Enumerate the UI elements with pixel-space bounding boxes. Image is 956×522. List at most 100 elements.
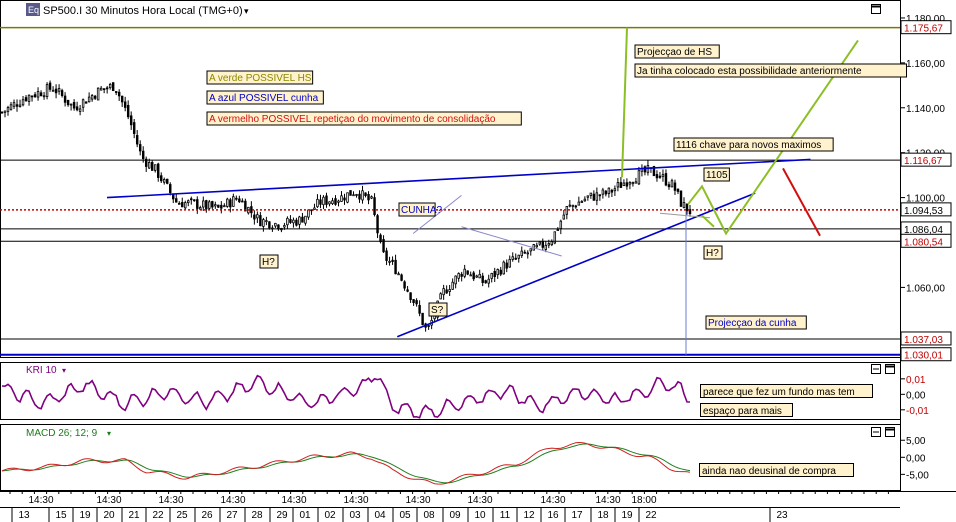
kri-maximize-icon[interactable] <box>885 364 895 374</box>
date-label: 02 <box>324 510 336 521</box>
candle-up <box>529 248 532 252</box>
candle-up <box>538 241 542 245</box>
kri-dropdown-icon[interactable]: ▾ <box>62 366 66 375</box>
kri-title[interactable]: KRI 10 <box>26 365 57 376</box>
kri-series <box>1 374 691 419</box>
candle-down <box>289 219 292 223</box>
price-tick-label: 1.160,00 <box>906 59 945 70</box>
candle-down <box>60 90 64 96</box>
candle-up <box>328 201 331 205</box>
hs-small-path <box>701 214 715 228</box>
candle-down <box>625 182 629 187</box>
candle-down <box>102 88 106 91</box>
candle-down <box>54 88 58 94</box>
candle-down <box>406 289 409 292</box>
price-tag: 1.116,67 <box>904 156 943 167</box>
macd-dropdown-icon[interactable]: ▾ <box>107 429 111 438</box>
candle-down <box>84 101 88 104</box>
candle-down <box>664 173 668 186</box>
candle-up <box>616 182 620 188</box>
kri-note-line-1: parece que fez um fundo mas tem <box>703 387 855 398</box>
candle-up <box>298 216 301 225</box>
app-logo-text: Eq <box>28 5 39 15</box>
candle-up <box>520 250 523 257</box>
candle-up <box>607 187 611 194</box>
hs-projected-path <box>687 39 859 236</box>
candle-up <box>81 99 85 108</box>
macd-signal-line <box>1 443 691 484</box>
candle-down <box>676 188 680 192</box>
chart-title[interactable]: SP500.I 30 Minutos Hora Local (TMG+0) <box>43 5 243 17</box>
candle-down <box>385 250 388 261</box>
candle-up <box>457 273 460 279</box>
cunha-pointer-2 <box>461 226 562 257</box>
candle-down <box>48 82 52 90</box>
candle-up <box>346 192 349 203</box>
price-tick-label: 1.100,00 <box>906 194 945 205</box>
price-tag-box <box>900 331 952 346</box>
candle-up <box>340 195 343 202</box>
candle-up <box>304 215 307 224</box>
consolidation-projection <box>782 167 821 237</box>
price-tag-box <box>900 152 952 167</box>
annotation-box-h-left <box>259 254 279 269</box>
candle-up <box>601 189 605 195</box>
candle-down <box>30 95 34 98</box>
candle-up <box>286 217 289 226</box>
candle-up <box>316 198 319 208</box>
candle-up <box>331 200 334 205</box>
annotation-legend-verde: A verde POSSIVEL HS <box>209 73 312 84</box>
candle-up <box>27 94 31 102</box>
candle-up <box>448 289 451 292</box>
candle-down <box>394 259 397 275</box>
candle-down <box>169 184 172 193</box>
macd-title[interactable]: MACD 26; 12; 9 <box>26 428 98 439</box>
candle-up <box>478 273 481 279</box>
date-label: 19 <box>621 510 633 521</box>
time-label: 14:30 <box>540 495 565 506</box>
date-label: 10 <box>474 510 486 521</box>
date-label: 15 <box>55 510 67 521</box>
kri-note-box-2 <box>700 403 793 417</box>
candle-down <box>253 214 256 220</box>
candle-down <box>172 194 175 200</box>
candle-up <box>208 201 211 209</box>
candle-down <box>160 175 163 182</box>
time-label: 18:00 <box>631 495 656 506</box>
macd-axis: 5,00 0,00 -5,00 <box>900 436 929 481</box>
annotation-box-s-center <box>428 302 448 317</box>
macd-maximize-icon[interactable] <box>885 427 895 437</box>
candle-up <box>307 209 310 218</box>
hs-projection-line <box>621 27 628 178</box>
candle-down <box>673 182 677 191</box>
annotation-box-legend-vermelho <box>206 111 522 126</box>
candle-up <box>511 256 514 260</box>
kri-panel: KRI 10 ▾ 0,01 0,00 -0,01 parece que fez um… <box>1 364 929 419</box>
candle-down <box>598 194 602 197</box>
candle-down <box>268 221 271 229</box>
candle-down <box>63 95 67 103</box>
candle-down <box>211 201 214 208</box>
candle-down <box>403 281 406 289</box>
date-label: 17 <box>571 510 583 521</box>
maximize-icon[interactable] <box>871 4 881 14</box>
candle-down <box>220 204 223 209</box>
candle-up <box>45 84 49 97</box>
annotation-label-1105: 1105 <box>706 170 728 181</box>
kri-axis: 0,01 0,00 -0,01 <box>900 375 929 417</box>
annotation-cunha: CUNHA? <box>401 205 443 216</box>
candle-down <box>421 312 424 325</box>
candle-down <box>93 95 97 99</box>
price-tag: 1.080,54 <box>904 237 943 248</box>
annotation-projeccao-cunha: Projecçao da cunha <box>708 318 797 329</box>
kri-note: parece que fez um fundo mas tem espaço p… <box>700 384 873 417</box>
candle-up <box>595 192 599 201</box>
candle-down <box>514 257 517 260</box>
candle-up <box>562 214 566 220</box>
candle-up <box>355 194 358 196</box>
candle-up <box>370 196 373 199</box>
title-dropdown-icon[interactable]: ▾ <box>244 6 249 16</box>
candle-down <box>493 271 496 278</box>
candle-up <box>682 202 686 208</box>
